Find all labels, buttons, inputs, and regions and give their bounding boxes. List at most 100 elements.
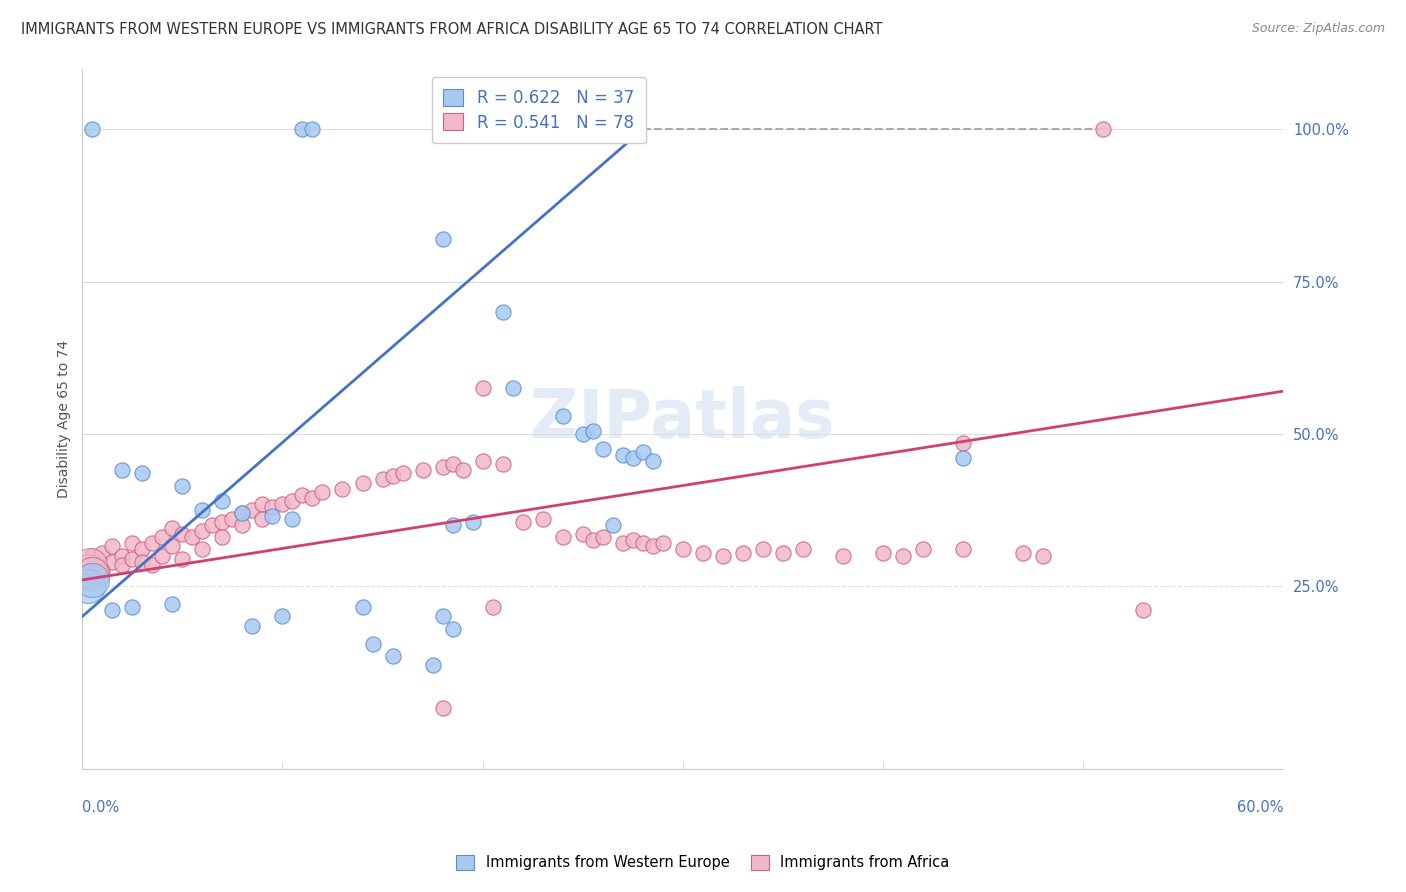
Point	[252, 512, 274, 526]
Point	[352, 600, 374, 615]
Point	[101, 555, 124, 569]
Point	[162, 597, 184, 611]
Point	[502, 381, 524, 395]
Point	[131, 542, 153, 557]
Point	[79, 558, 101, 572]
Point	[592, 442, 614, 456]
Point	[571, 527, 593, 541]
Point	[211, 515, 233, 529]
Point	[262, 508, 284, 523]
Point	[631, 536, 654, 550]
Point	[551, 409, 574, 423]
Point	[172, 551, 194, 566]
Point	[131, 555, 153, 569]
Text: Source: ZipAtlas.com: Source: ZipAtlas.com	[1251, 22, 1385, 36]
Point	[412, 463, 434, 477]
Point	[262, 500, 284, 514]
Point	[582, 424, 605, 438]
Point	[141, 558, 163, 572]
Point	[131, 467, 153, 481]
Point	[111, 549, 134, 563]
Point	[1012, 545, 1035, 559]
Point	[551, 530, 574, 544]
Point	[162, 540, 184, 554]
Point	[231, 518, 253, 533]
Point	[281, 512, 304, 526]
Point	[461, 515, 484, 529]
Y-axis label: Disability Age 65 to 74: Disability Age 65 to 74	[58, 340, 72, 498]
Point	[150, 549, 173, 563]
Point	[891, 549, 914, 563]
Point	[911, 542, 934, 557]
Point	[121, 551, 143, 566]
Point	[512, 515, 534, 529]
Point	[641, 540, 664, 554]
Point	[731, 545, 754, 559]
Point	[432, 609, 454, 624]
Point	[1092, 122, 1115, 136]
Point	[471, 381, 494, 395]
Point	[441, 457, 464, 471]
Point	[311, 484, 333, 499]
Point	[432, 232, 454, 246]
Point	[471, 454, 494, 468]
Point	[612, 536, 634, 550]
Point	[772, 545, 794, 559]
Point	[1132, 603, 1154, 617]
Point	[121, 600, 143, 615]
Point	[242, 618, 264, 632]
Point	[441, 622, 464, 636]
Point	[201, 518, 224, 533]
Point	[621, 533, 644, 548]
Point	[150, 530, 173, 544]
Point	[612, 448, 634, 462]
Point	[451, 463, 474, 477]
Point	[952, 436, 974, 450]
Point	[291, 122, 314, 136]
Point	[82, 560, 104, 574]
Point	[631, 445, 654, 459]
Point	[91, 545, 114, 559]
Point	[711, 549, 734, 563]
Point	[592, 530, 614, 544]
Point	[231, 506, 253, 520]
Point	[191, 503, 214, 517]
Point	[82, 566, 104, 581]
Point	[391, 467, 413, 481]
Point	[571, 426, 593, 441]
Text: ZIPatlas: ZIPatlas	[530, 385, 835, 451]
Point	[191, 524, 214, 539]
Point	[111, 463, 134, 477]
Legend: Immigrants from Western Europe, Immigrants from Africa: Immigrants from Western Europe, Immigran…	[450, 848, 956, 876]
Legend: R = 0.622   N = 37, R = 0.541   N = 78: R = 0.622 N = 37, R = 0.541 N = 78	[432, 77, 645, 144]
Point	[77, 579, 100, 593]
Point	[211, 493, 233, 508]
Point	[301, 491, 323, 505]
Point	[481, 600, 503, 615]
Point	[491, 305, 513, 319]
Point	[111, 558, 134, 572]
Point	[242, 503, 264, 517]
Point	[301, 122, 323, 136]
Point	[332, 482, 354, 496]
Text: IMMIGRANTS FROM WESTERN EUROPE VS IMMIGRANTS FROM AFRICA DISABILITY AGE 65 TO 74: IMMIGRANTS FROM WESTERN EUROPE VS IMMIGR…	[21, 22, 883, 37]
Point	[271, 497, 294, 511]
Point	[352, 475, 374, 490]
Point	[792, 542, 814, 557]
Point	[371, 473, 394, 487]
Point	[141, 536, 163, 550]
Point	[872, 545, 894, 559]
Point	[432, 460, 454, 475]
Point	[672, 542, 695, 557]
Point	[1032, 549, 1054, 563]
Point	[231, 506, 253, 520]
Point	[651, 536, 673, 550]
Point	[121, 536, 143, 550]
Point	[441, 518, 464, 533]
Point	[281, 493, 304, 508]
Point	[181, 530, 204, 544]
Point	[82, 549, 104, 563]
Point	[271, 609, 294, 624]
Point	[582, 533, 605, 548]
Point	[422, 658, 444, 673]
